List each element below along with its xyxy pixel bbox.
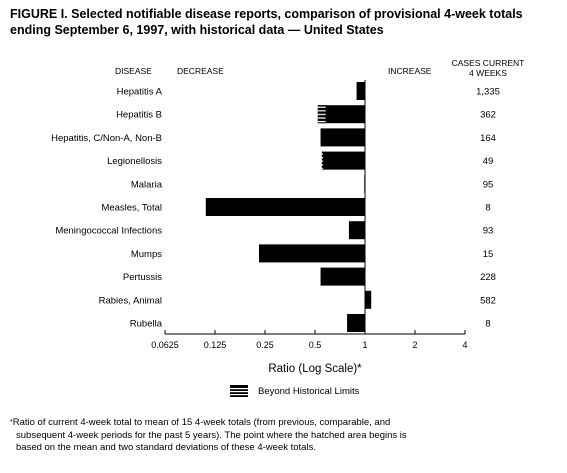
x-tick-label: 1 (362, 340, 367, 350)
category-label: Hepatitis, C/Non-A, Non-B (51, 133, 162, 144)
footnote-line-1: *Ratio of current 4-week total to mean o… (10, 417, 558, 430)
hatch-legend-icon (230, 385, 248, 397)
x-tick-label: 0.0625 (151, 340, 179, 350)
header-disease: DISEASE (115, 66, 152, 76)
bar (320, 128, 365, 147)
header-cases-line-1: CASES CURRENT (451, 58, 525, 68)
category-label: Pertussis (123, 272, 162, 283)
category-label: Mumps (131, 249, 162, 260)
cases-value: 1,335 (476, 87, 500, 98)
footnote-text-1: Ratio of current 4-week total to mean of… (12, 417, 391, 428)
footnote-symbol: * (10, 419, 13, 426)
cases-value: 8 (485, 319, 490, 330)
legend-label: Beyond Historical Limits (258, 385, 360, 397)
header-increase: INCREASE (388, 66, 432, 76)
category-label: Hepatitis B (116, 110, 162, 121)
cases-value: 93 (483, 226, 494, 237)
header-decrease: DECREASE (177, 66, 224, 76)
header-cases-line-2: 4 WEEKS (469, 68, 507, 78)
cases-value: 228 (480, 272, 496, 283)
bar (317, 105, 365, 124)
title-line-2: ending September 6, 1997, with historica… (10, 23, 384, 37)
cases-value: 49 (483, 156, 494, 167)
bar (348, 221, 365, 240)
cases-value: 8 (485, 203, 490, 214)
figure-title: FIGURE I. Selected notifiable disease re… (10, 6, 555, 38)
bar (356, 82, 365, 100)
bar (321, 151, 365, 170)
category-label: Hepatitis A (117, 87, 163, 98)
x-tick-label: 0.5 (309, 340, 322, 350)
footnote-line-3: based on the mean and two standard devia… (16, 442, 316, 453)
cases-value: 164 (480, 133, 496, 144)
bar (364, 174, 366, 193)
bar-hatched-section (321, 151, 324, 170)
category-label: Rabies, Animal (99, 295, 162, 306)
category-label: Malaria (131, 179, 163, 190)
footnote-line-2: subsequent 4-week periods for the past 5… (16, 429, 407, 441)
cases-value: 582 (480, 295, 496, 306)
category-label: Legionellosis (107, 156, 162, 167)
category-label: Meningococcal Infections (55, 226, 162, 237)
x-tick-label: 2 (412, 340, 417, 350)
category-label: Measles, Total (101, 203, 162, 214)
cases-value: 95 (483, 179, 494, 190)
x-axis-label: Ratio (Log Scale)* (268, 363, 362, 375)
bar-hatched-section (317, 105, 326, 124)
bar (347, 314, 365, 332)
bar (258, 244, 365, 263)
footnote: *Ratio of current 4-week total to mean o… (10, 417, 558, 455)
category-label: Rubella (130, 319, 163, 330)
bar (365, 290, 372, 309)
x-tick-label: 4 (462, 340, 467, 350)
cases-value: 15 (483, 249, 494, 260)
bar (320, 267, 365, 286)
cases-value: 362 (480, 110, 496, 121)
legend: Beyond Historical Limits (230, 384, 359, 398)
header-cases: CASES CURRENT 4 WEEKS (443, 58, 533, 78)
x-tick-label: 0.25 (256, 340, 274, 350)
bar (205, 198, 365, 216)
x-tick-label: 0.125 (204, 340, 227, 350)
title-line-1: FIGURE I. Selected notifiable disease re… (10, 7, 523, 21)
